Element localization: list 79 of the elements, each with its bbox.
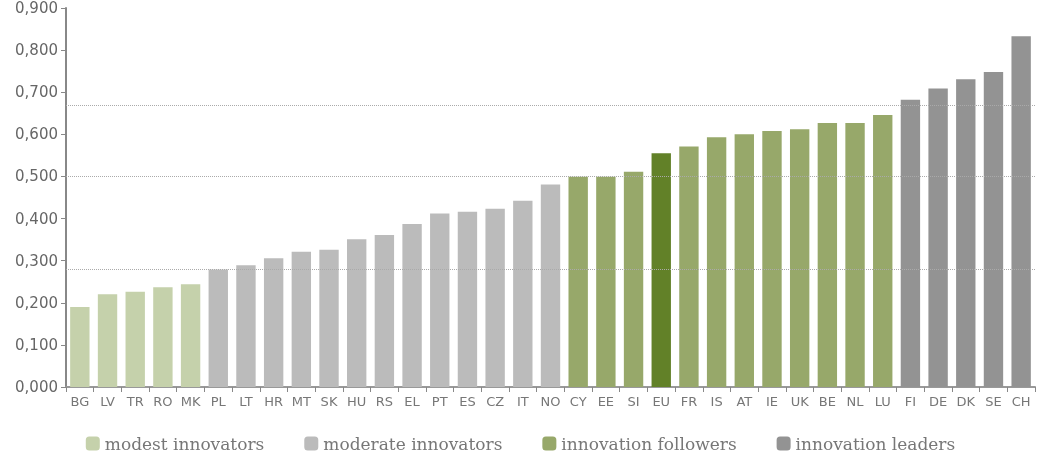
x-tick-label: EU	[652, 394, 671, 409]
bar	[568, 176, 588, 387]
x-tick-label: IT	[516, 394, 529, 409]
x-tick-label: NO	[540, 394, 561, 409]
legend-label: innovation followers	[561, 433, 737, 454]
x-tick-label: LT	[239, 394, 253, 409]
y-tick-label: 0,000	[15, 378, 58, 396]
bar	[319, 249, 339, 387]
bar	[485, 208, 505, 387]
bar	[679, 146, 699, 387]
x-tick-label: LV	[100, 394, 115, 409]
bar	[70, 306, 90, 387]
legend-label: modest innovators	[104, 433, 265, 454]
x-tick-label: PL	[210, 394, 227, 409]
y-tick-label: 0,600	[15, 125, 58, 144]
x-tick-label: SI	[627, 394, 640, 409]
y-tick-label: 0,800	[15, 41, 58, 60]
y-tick-label: 0,200	[15, 293, 58, 312]
bar	[513, 200, 533, 387]
bar	[347, 239, 367, 387]
x-tick-label: NL	[846, 394, 865, 409]
x-tick-label: EE	[597, 394, 615, 409]
bar	[291, 251, 312, 387]
bar	[153, 287, 173, 387]
x-tick-label: AT	[736, 394, 753, 409]
legend-label: moderate innovators	[323, 433, 503, 454]
x-tick-label: ES	[459, 394, 476, 409]
x-tick-label: RS	[375, 394, 394, 409]
y-tick-label: 0,100	[15, 335, 58, 354]
x-tick-label: CZ	[486, 394, 505, 409]
x-tick-label: FR	[680, 394, 698, 409]
x-tick-label: DK	[956, 394, 976, 409]
bar	[125, 291, 145, 387]
bar	[706, 137, 727, 387]
y-tick-label: 0,700	[15, 83, 58, 102]
x-tick-label: SK	[320, 394, 338, 409]
x-tick-label: MK	[180, 394, 201, 409]
bar	[208, 269, 228, 387]
y-tick-label: 0,300	[15, 251, 58, 270]
bar	[457, 211, 478, 387]
x-tick-label: HU	[347, 394, 367, 409]
bar	[734, 134, 754, 387]
bar	[817, 122, 838, 387]
bar	[97, 294, 118, 387]
bar	[374, 234, 395, 387]
bar	[873, 114, 893, 387]
bar	[540, 184, 561, 387]
x-tick-label: TR	[125, 394, 144, 409]
bar	[430, 213, 450, 387]
x-tick-label: SE	[985, 394, 1002, 409]
x-tick-label: BG	[70, 394, 90, 409]
bar	[651, 153, 671, 387]
x-tick-label: BE	[818, 394, 836, 409]
bar	[789, 129, 810, 387]
bar	[596, 176, 616, 387]
x-tick-label: EL	[404, 394, 421, 409]
bar	[402, 224, 422, 387]
bar	[180, 284, 201, 387]
bar	[762, 130, 782, 387]
legend-label: innovation leaders	[795, 433, 956, 454]
x-tick-label: PT	[431, 394, 448, 409]
bar	[845, 122, 865, 387]
x-tick-label: RO	[153, 394, 173, 409]
bar	[263, 258, 284, 387]
x-tick-label: IS	[710, 394, 723, 409]
x-tick-label: CY	[569, 394, 587, 409]
y-tick-label: 0,400	[15, 209, 58, 228]
x-tick-label: MT	[291, 394, 311, 409]
x-tick-label: IE	[765, 394, 779, 409]
x-tick-label: UK	[790, 394, 810, 409]
y-tick-label: 0,500	[15, 167, 58, 186]
x-tick-label: CH	[1011, 394, 1031, 409]
x-tick-label: HR	[264, 394, 284, 409]
x-tick-label: LU	[874, 394, 891, 409]
x-tick-label: FI	[904, 394, 917, 409]
bar	[236, 265, 256, 387]
x-tick-label: DE	[928, 394, 948, 409]
bar	[623, 171, 644, 387]
y-tick-label: 0,900	[15, 0, 58, 17]
